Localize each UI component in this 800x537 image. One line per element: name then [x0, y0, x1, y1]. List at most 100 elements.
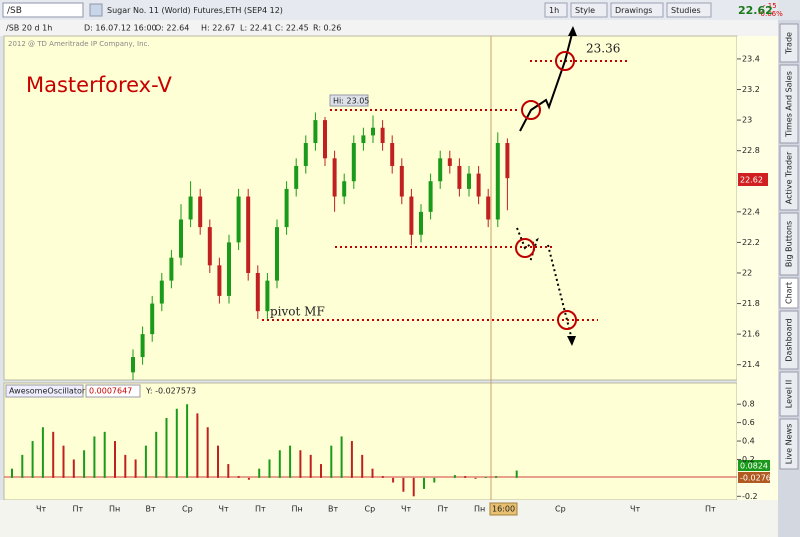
toolbar-button[interactable] [666, 2, 712, 18]
side-tab-label[interactable]: Active Trader [785, 151, 794, 204]
candle-body [140, 334, 145, 358]
high-label-box [329, 94, 369, 107]
info-field: L: 22.41 [240, 24, 273, 33]
candle-body [457, 165, 462, 189]
time-axis-bg [0, 500, 778, 537]
info-field: R: 0.26 [313, 24, 341, 33]
candle-body [169, 257, 174, 281]
candle-body [467, 173, 471, 189]
time-label: Вт [146, 505, 156, 514]
side-tab[interactable] [779, 418, 799, 470]
y-tick-label: 21.4 [742, 360, 760, 369]
candle-body [447, 158, 452, 166]
chart-settings[interactable]: /SB 20 d 1h [6, 24, 52, 33]
y-tick-label: 0.6 [742, 418, 755, 427]
candle-body [188, 196, 193, 220]
candle-body [476, 173, 481, 197]
y-tick-label: 21.8 [742, 299, 760, 308]
y-tick-label: 0.2 [742, 455, 755, 464]
y-tick-label: 22.4 [742, 207, 760, 216]
side-tab[interactable] [779, 64, 799, 144]
circles [515, 51, 577, 330]
forecast-up [519, 29, 574, 132]
study-name-box[interactable] [5, 384, 84, 398]
toolbar-button-label[interactable]: Style [575, 6, 595, 15]
y-tick-label: 23.4 [742, 54, 760, 63]
candle-body [332, 158, 337, 197]
circle-marker [515, 238, 535, 258]
toolbar-button-label[interactable]: Studies [671, 6, 701, 15]
cursor-time: 16:00 [492, 505, 515, 514]
osc-label-box [738, 460, 770, 471]
toolbar-button-label[interactable]: Drawings [615, 6, 652, 15]
time-label: Пт [705, 505, 716, 514]
side-tab[interactable] [779, 371, 799, 417]
candle-body [255, 272, 260, 312]
last-price: 22.62 [738, 4, 773, 17]
study-name[interactable]: AwesomeOscillator [9, 387, 86, 396]
description: Sugar No. 11 (World) Futures,ETH (SEP4 1… [107, 6, 283, 15]
info-bar [0, 20, 778, 36]
time-label: Ср [182, 505, 193, 514]
time-label: Чт [36, 505, 46, 514]
side-tab[interactable] [779, 23, 799, 63]
candle-body [399, 165, 404, 197]
time-label: Пт [255, 505, 266, 514]
time-label: Пн [292, 505, 303, 514]
levels [262, 60, 628, 321]
candle-body [159, 280, 164, 304]
symbol[interactable]: /SB [7, 6, 22, 16]
candle-body [265, 280, 270, 312]
candle-body [361, 135, 366, 144]
side-tab-label[interactable]: Dashboard [785, 318, 794, 361]
y-tick-label: 22 [742, 268, 752, 277]
candle-body [486, 196, 491, 220]
candle-body [428, 181, 433, 212]
candle-body [227, 242, 231, 296]
candle-body [409, 196, 414, 235]
info-field: H: 22.67 [201, 24, 235, 33]
side-tab-label[interactable]: Trade [785, 32, 794, 55]
value-axis-bg [737, 36, 778, 500]
candle-body [207, 227, 212, 266]
candle-body [236, 196, 241, 243]
y-tick-label: 23 [742, 116, 752, 125]
side-tab-label[interactable]: Big Buttons [785, 221, 794, 267]
side-tab-label[interactable]: Level II [785, 380, 794, 408]
cursor-time-box [489, 502, 518, 516]
side-tab[interactable] [779, 277, 799, 309]
circle-marker [521, 100, 541, 120]
current-price: 22.62 [740, 176, 763, 185]
y-tick-label: 0.4 [742, 437, 755, 446]
time-label: Чт [401, 505, 411, 514]
candle-body [313, 120, 318, 144]
candle-body [284, 188, 289, 228]
time-label: Чт [630, 505, 640, 514]
toolbar-button[interactable] [544, 2, 568, 18]
chart-title: Masterforex-V [26, 73, 172, 97]
side-tab-label[interactable]: Times And Sales [785, 71, 794, 138]
symbol-box[interactable] [2, 2, 84, 18]
candle-body [351, 143, 356, 182]
toolbar-button-label[interactable]: 1h [549, 6, 559, 15]
toolbar-button[interactable] [610, 2, 664, 18]
side-tab[interactable] [779, 310, 799, 370]
side-tab[interactable] [779, 212, 799, 276]
candle-body [438, 158, 443, 182]
pivot-label: pivot MF [270, 305, 325, 319]
study-value: 0.0007647 [89, 387, 132, 396]
y-tick-label: -0.2 [742, 492, 758, 501]
side-tab[interactable] [779, 145, 799, 211]
y-tick-label: 23.2 [742, 85, 760, 94]
side-tab-label[interactable]: Chart [785, 282, 794, 304]
candle-body [303, 143, 308, 166]
info-field: D: 16.07.12 16:00 [84, 24, 157, 33]
candle-body [179, 219, 183, 258]
toolbar-button[interactable] [570, 2, 608, 18]
circle-marker [555, 51, 575, 71]
y-tick-label: 21.6 [742, 330, 760, 339]
candle-body [390, 143, 395, 166]
icon[interactable] [89, 3, 103, 17]
side-tab-label[interactable]: Live News [785, 424, 794, 465]
